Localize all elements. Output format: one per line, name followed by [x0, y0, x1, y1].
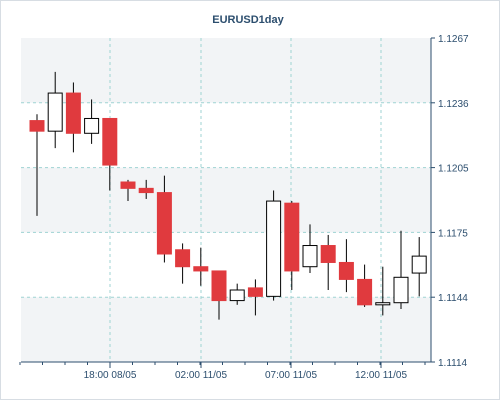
candle — [320, 234, 336, 290]
candle — [284, 201, 300, 290]
candle-body — [65, 92, 81, 134]
candle-body — [102, 117, 118, 166]
background-band — [21, 297, 431, 362]
candle-body — [302, 245, 318, 268]
y-tick-label: 1.1236 — [438, 99, 469, 110]
candle-body — [156, 192, 172, 255]
candle-body — [120, 181, 136, 189]
candle-body — [175, 249, 191, 268]
candle-body — [266, 200, 282, 297]
candle-body — [47, 92, 63, 132]
candle-body — [357, 278, 373, 306]
candle-body — [138, 187, 154, 194]
background-bands — [21, 38, 431, 362]
candle — [47, 71, 63, 149]
x-tick-label: 07:00 11/05 — [265, 370, 318, 381]
y-tick-label: 1.1114 — [438, 358, 468, 369]
candle — [138, 179, 154, 199]
x-tick-label: 18:00 08/05 — [84, 370, 137, 381]
candle — [229, 283, 245, 305]
candle-body — [229, 289, 245, 302]
candle — [65, 82, 81, 153]
y-tick-label: 1.1205 — [438, 164, 469, 175]
candle — [156, 175, 172, 263]
candle — [120, 179, 136, 202]
candle — [29, 114, 45, 216]
candle — [247, 279, 263, 316]
candle-body — [193, 266, 209, 272]
candle — [302, 224, 318, 274]
y-axis-ticks: 1.1267 1.1236 1.1205 1.1175 1.1144 1.1114 — [431, 34, 469, 369]
candle-body — [393, 276, 409, 304]
candles — [29, 71, 427, 320]
candle-body — [247, 287, 263, 297]
candle-body — [211, 270, 227, 302]
candle-body — [375, 302, 391, 306]
candle — [266, 190, 282, 301]
candle-body — [338, 261, 354, 280]
candle — [84, 99, 100, 144]
candle-body — [284, 202, 300, 272]
x-tick-label: 02:00 11/05 — [175, 370, 228, 381]
candle — [211, 270, 227, 320]
y-tick-label: 1.1144 — [438, 293, 468, 304]
candle — [102, 117, 118, 191]
candle — [193, 247, 209, 286]
candle-body — [29, 120, 45, 132]
background-band — [21, 38, 431, 103]
candle — [357, 264, 373, 307]
candle-body — [320, 245, 336, 263]
candle-body — [411, 255, 427, 274]
candle — [375, 266, 391, 316]
candle — [393, 230, 409, 310]
y-tick-label: 1.1175 — [438, 228, 468, 239]
background-band — [21, 167, 431, 233]
x-axis-ticks: 18:00 08/05 02:00 11/05 07:00 11/05 12:00 1… — [19, 362, 426, 381]
x-tick-label: 12:00 11/05 — [355, 370, 408, 381]
candle — [411, 237, 427, 297]
candle — [175, 243, 191, 284]
candle — [338, 239, 354, 293]
y-tick-label: 1.1267 — [438, 34, 469, 45]
candle-body — [84, 117, 100, 134]
axes — [21, 38, 432, 363]
chart-title: EURUSD1day — [212, 14, 284, 26]
